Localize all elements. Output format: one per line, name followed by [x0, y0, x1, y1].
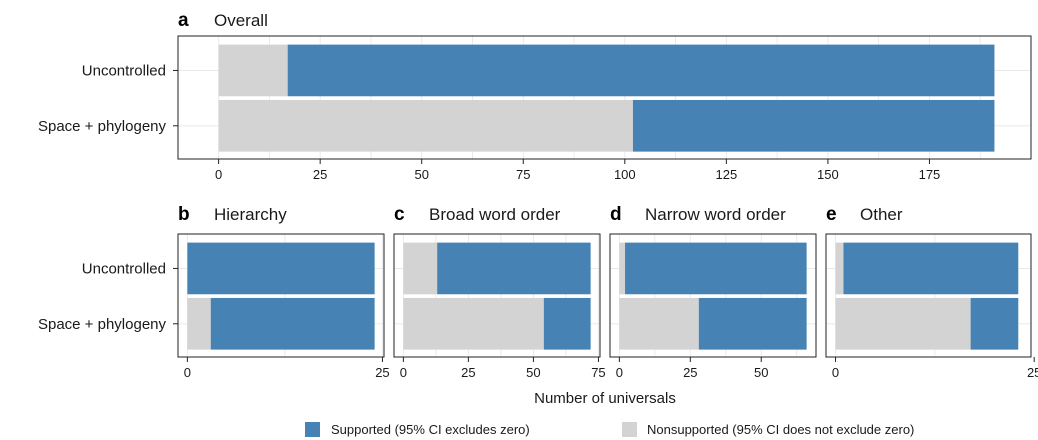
- bar-nonsupported-c-space-phylogeny: [403, 297, 544, 350]
- x-tick-label: 75: [591, 365, 605, 380]
- panel-c: 0 25 50 75 c Broad word order: [393, 204, 606, 380]
- x-tick-label: 0: [616, 365, 623, 380]
- category-label: Uncontrolled: [82, 260, 166, 277]
- x-tick-label: 150: [817, 167, 839, 182]
- panel-frame-e: [825, 233, 1032, 358]
- category-label: Space + phylogeny: [38, 316, 167, 333]
- panel-title-b: Hierarchy: [214, 205, 287, 224]
- category-label: Uncontrolled: [82, 62, 166, 79]
- x-tick-label: 125: [716, 167, 738, 182]
- x-tick-label: 100: [614, 167, 636, 182]
- panel-letter-a: a: [178, 10, 189, 31]
- panel-letter-b: b: [178, 204, 190, 225]
- x-tick-label: 50: [754, 365, 768, 380]
- bar-nonsupported-c-uncontrolled: [403, 242, 438, 295]
- bar-nonsupported-e-uncontrolled: [835, 242, 844, 295]
- x-tick-label: 25: [1027, 365, 1038, 380]
- bar-nonsupported-a-uncontrolled: [218, 44, 288, 97]
- bar-supported-d-space-phylogeny: [698, 297, 807, 350]
- x-tick-label: 175: [919, 167, 941, 182]
- x-tick-label: 0: [400, 365, 407, 380]
- x-tick-label: 0: [184, 365, 191, 380]
- panel-title-c: Broad word order: [429, 205, 561, 224]
- panel-title-a: Overall: [214, 11, 268, 30]
- bar-supported-b-uncontrolled: [187, 242, 375, 295]
- panel-letter-e: e: [826, 204, 837, 225]
- legend-swatch-nonsupported: [622, 422, 637, 437]
- x-tick-label: 25: [375, 365, 389, 380]
- panel-title-d: Narrow word order: [645, 205, 786, 224]
- panel-letter-d: d: [610, 204, 622, 225]
- legend: Supported (95% CI excludes zero) Nonsupp…: [305, 422, 914, 437]
- panel-frame-d: [609, 233, 817, 358]
- bar-supported-a-uncontrolled: [287, 44, 995, 97]
- bar-nonsupported-d-uncontrolled: [619, 242, 626, 295]
- x-tick-label: 0: [215, 167, 222, 182]
- panel-frame-a: [177, 35, 1032, 160]
- x-tick-label: 25: [313, 167, 327, 182]
- panel-a: Uncontrolled Space + phylogeny 0 25 50 75 100 1…: [38, 10, 1032, 182]
- legend-swatch-supported: [305, 422, 320, 437]
- chart-panels: Uncontrolled Space + phylogeny 0 25 50 75 100 1…: [38, 10, 1038, 380]
- bar-nonsupported-e-space-phylogeny: [835, 297, 971, 350]
- panel-title-e: Other: [860, 205, 903, 224]
- bar-supported-a-space-phylogeny: [632, 99, 995, 152]
- x-tick-label: 0: [832, 365, 839, 380]
- bar-supported-e-space-phylogeny: [970, 297, 1019, 350]
- bar-supported-c-uncontrolled: [437, 242, 591, 295]
- bar-supported-b-space-phylogeny: [210, 297, 375, 350]
- panel-frame-c: [393, 233, 601, 358]
- panel-d: 0 25 50 d Narrow word order: [609, 204, 817, 380]
- bar-supported-e-uncontrolled: [843, 242, 1019, 295]
- panel-frame-b: [177, 233, 385, 358]
- legend-label-nonsupported: Nonsupported (95% CI does not exclude ze…: [647, 422, 914, 437]
- panel-letter-c: c: [394, 204, 405, 225]
- x-axis-title: Number of universals: [534, 390, 676, 407]
- panel-b: Uncontrolled Space + phylogeny 0 25 b Hierarc…: [38, 204, 390, 380]
- x-tick-label: 50: [414, 167, 428, 182]
- bar-nonsupported-a-space-phylogeny: [218, 99, 633, 152]
- x-tick-label: 75: [516, 167, 530, 182]
- bar-supported-c-space-phylogeny: [543, 297, 591, 350]
- x-tick-label: 25: [683, 365, 697, 380]
- legend-label-supported: Supported (95% CI excludes zero): [331, 422, 530, 437]
- x-tick-label: 50: [526, 365, 540, 380]
- category-label: Space + phylogeny: [38, 118, 167, 135]
- bar-supported-d-uncontrolled: [625, 242, 807, 295]
- x-tick-label: 25: [461, 365, 475, 380]
- bar-nonsupported-b-space-phylogeny: [187, 297, 211, 350]
- bar-nonsupported-d-space-phylogeny: [619, 297, 699, 350]
- panel-e: 0 25 e Other: [825, 204, 1038, 380]
